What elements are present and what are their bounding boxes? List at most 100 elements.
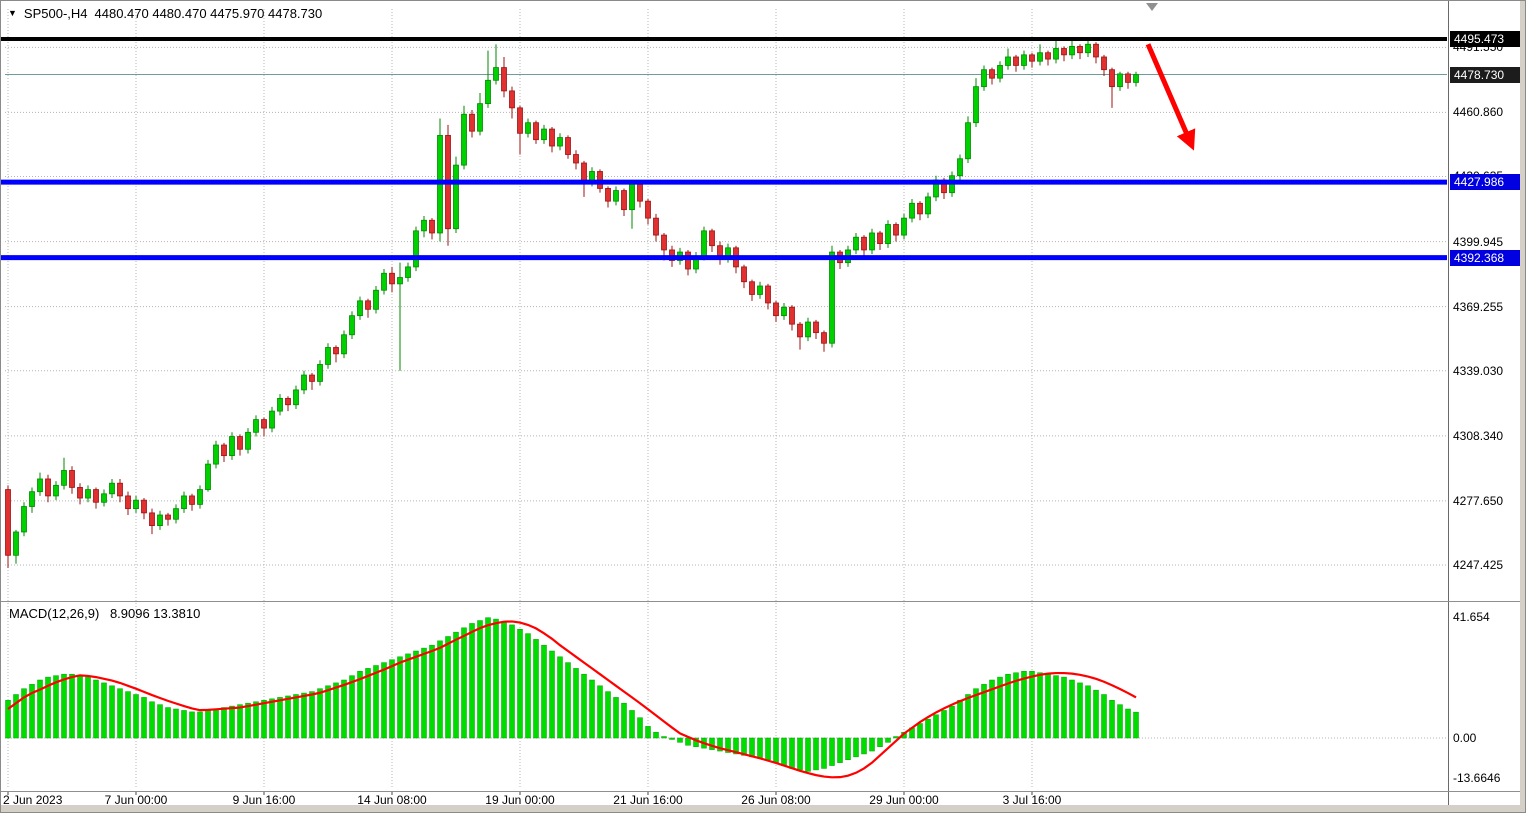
candle-body: [1021, 54, 1027, 66]
macd-histogram-bar: [933, 714, 939, 739]
candle-body: [373, 289, 379, 310]
macd-histogram-bar: [797, 737, 803, 771]
candle-body: [501, 67, 507, 92]
candle-body: [901, 217, 907, 236]
candle-body: [37, 478, 43, 493]
candle-body: [165, 514, 171, 520]
candle-body: [333, 347, 339, 355]
macd-histogram-bar: [757, 737, 763, 759]
chart-header: ▼ SP500-,H4 4480.470 4480.470 4475.970 4…: [8, 6, 322, 21]
macd-histogram-bar: [1085, 685, 1091, 739]
candle-body: [325, 347, 331, 365]
macd-histogram-bar: [189, 711, 195, 739]
macd-histogram-bar: [557, 656, 563, 739]
candle-body: [1093, 43, 1099, 58]
macd-histogram-bar: [957, 700, 963, 739]
macd-histogram-bar: [309, 691, 315, 739]
candle-body: [917, 202, 923, 215]
macd-histogram-bar: [157, 704, 163, 739]
macd-histogram-bar: [661, 736, 667, 739]
macd-histogram-bar: [397, 656, 403, 739]
macd-histogram-bar: [389, 659, 395, 739]
candle-body: [85, 489, 91, 499]
macd-histogram-bar: [917, 723, 923, 739]
candle-body: [549, 128, 555, 147]
macd-histogram-bar: [269, 698, 275, 739]
window-edge-bottom: [1, 805, 1525, 812]
macd-histogram-bar: [653, 731, 659, 739]
symbol-timeframe-label: SP500-,H4: [23, 6, 88, 21]
macd-histogram-bar: [245, 702, 251, 739]
candle-body: [5, 489, 11, 556]
candle-body: [357, 300, 363, 317]
candle-body: [757, 285, 763, 295]
candle-body: [181, 495, 187, 510]
macd-histogram-bar: [341, 679, 347, 739]
candle-body: [957, 158, 963, 177]
macd-histogram-bar: [229, 705, 235, 739]
macd-histogram-bar: [685, 737, 691, 746]
trend-arrow[interactable]: [1145, 43, 1196, 151]
window-edge-right: [1520, 1, 1525, 812]
panel-separator[interactable]: [1, 601, 1522, 602]
macd-histogram-bar: [1045, 673, 1051, 739]
candle-body: [773, 302, 779, 317]
candle-body: [701, 230, 707, 257]
macd-histogram-bar: [573, 668, 579, 739]
candle-body: [173, 508, 179, 520]
macd-histogram-bar: [861, 737, 867, 755]
candle-body: [661, 234, 667, 251]
candle-body: [829, 251, 835, 344]
macd-histogram-bar: [613, 697, 619, 739]
candle-body: [53, 484, 59, 497]
candle-body: [605, 188, 611, 202]
macd-histogram-bar: [373, 665, 379, 739]
macd-histogram-bar: [997, 676, 1003, 739]
candle-body: [397, 277, 403, 285]
candle-body: [133, 499, 139, 510]
macd-histogram-bar: [581, 673, 587, 739]
candle-body: [429, 219, 435, 234]
macd-histogram-bar: [357, 671, 363, 739]
macd-histogram-bar: [501, 621, 507, 739]
candle-body: [709, 230, 715, 247]
candle-body: [565, 137, 571, 155]
candle-body: [117, 482, 123, 497]
macd-histogram-bar: [925, 718, 931, 739]
candle-body: [277, 397, 283, 412]
candle-body: [805, 321, 811, 338]
macd-histogram-bar: [85, 676, 91, 739]
macd-histogram-bar: [725, 737, 731, 753]
macd-histogram-bar: [69, 673, 75, 739]
macd-histogram-bar: [141, 697, 147, 739]
macd-histogram-bar: [1117, 704, 1123, 739]
macd-histogram-bar: [181, 710, 187, 739]
macd-histogram-bar: [1013, 672, 1019, 739]
macd-histogram-bar: [1133, 711, 1139, 739]
macd-histogram-bar: [813, 737, 819, 771]
candle-body: [77, 487, 83, 499]
candle-body: [1117, 73, 1123, 88]
macd-histogram-bar: [941, 710, 947, 739]
macd-histogram-bar: [285, 695, 291, 739]
macd-histogram-bar: [413, 650, 419, 739]
macd-histogram-bar: [213, 708, 219, 739]
chart-shift-marker[interactable]: [1146, 3, 1158, 11]
macd-histogram-bar: [29, 684, 35, 739]
macd-histogram-bar: [93, 679, 99, 739]
candle-body: [749, 281, 755, 295]
macd-histogram-bar: [749, 737, 755, 758]
macd-histogram-bar: [381, 662, 387, 739]
macd-histogram-bar: [53, 675, 59, 739]
macd-histogram-bar: [789, 737, 795, 769]
macd-histogram-bar: [989, 679, 995, 739]
candle-body: [1069, 45, 1075, 56]
candle-body: [573, 154, 579, 164]
candle-body: [989, 69, 995, 79]
candle-body: [13, 531, 19, 556]
macd-histogram-bar: [1101, 694, 1107, 739]
collapse-ohlc-icon[interactable]: ▼: [8, 8, 17, 18]
macd-label: MACD(12,26,9) 8.9096 13.3810: [9, 606, 200, 621]
